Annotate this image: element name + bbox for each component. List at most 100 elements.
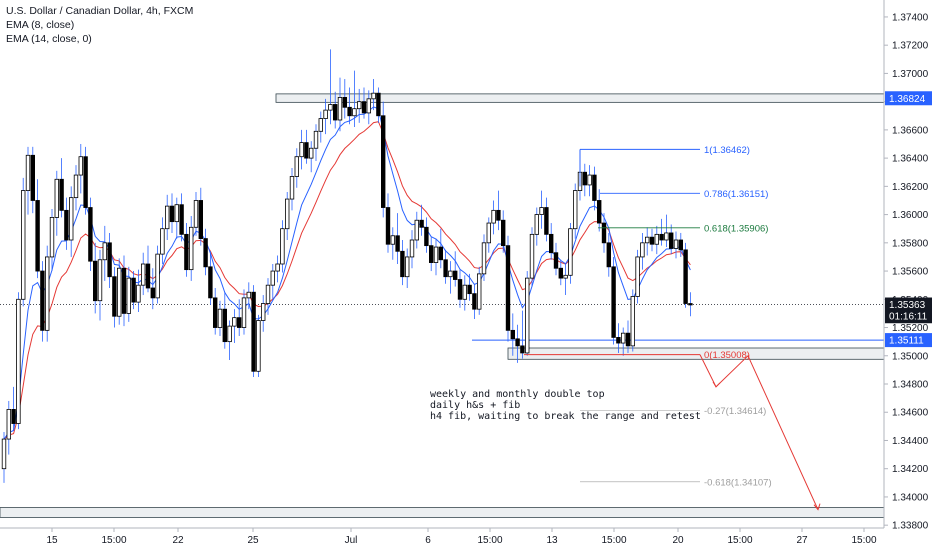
candle-body [145, 263, 151, 289]
candle-body [102, 242, 107, 261]
price-tick-label: 1.33800 [892, 521, 929, 532]
candle-body [688, 303, 693, 306]
time-tick-label: 15 [46, 535, 58, 546]
candle-body [443, 259, 448, 278]
candle-body [395, 235, 400, 252]
candle-body [414, 219, 419, 241]
time-tick-label: 15:00 [477, 535, 502, 546]
candle-body [236, 317, 242, 328]
candle-body [332, 104, 338, 121]
projection-arrowhead-end [813, 503, 821, 511]
candle-body [174, 204, 179, 223]
candle-body [256, 320, 261, 372]
candle-body [563, 274, 568, 279]
candle-body [457, 279, 463, 300]
candle-body [544, 207, 549, 235]
price-tick-label: 1.35000 [892, 351, 929, 362]
candle-body [121, 267, 127, 314]
time-axis[interactable]: 15 15:00 22 25 Jul 6 15:00 13 15:00 20 15:00 27 15:0… [0, 527, 884, 546]
candle-body [131, 277, 136, 303]
candle-body [284, 198, 290, 230]
candle-body [549, 233, 554, 254]
fib-level-label: 1(1.36462) [704, 145, 750, 156]
candle-body [35, 200, 40, 272]
candle-body [164, 205, 170, 230]
candle-body [227, 325, 232, 343]
candle-body [534, 214, 539, 235]
price-tag-label: 1.35111 [889, 336, 924, 347]
candle-body [212, 297, 218, 328]
fib-level-label: -0.618(1.34107) [704, 477, 772, 488]
candle-body [592, 174, 597, 201]
bottom-zone [0, 507, 885, 518]
candle-body [160, 228, 165, 255]
candle-body [510, 329, 515, 340]
candle-body [1, 438, 7, 470]
fib-level-label: -0.27(1.34614) [704, 406, 766, 417]
price-tick-label: 1.37000 [892, 69, 929, 80]
ema-layer [3, 106, 691, 440]
price-tick-label: 1.34800 [892, 380, 929, 391]
price-tag [885, 297, 932, 312]
candle-body [472, 293, 477, 310]
candle-body [525, 277, 530, 354]
candle-body [188, 226, 194, 271]
candle-body [150, 287, 155, 299]
candle-body [88, 207, 93, 262]
candle-body [20, 190, 26, 300]
price-tick-label: 1.37400 [892, 12, 929, 23]
price-axis[interactable]: 1.374001.372001.370001.368001.366001.364… [883, 0, 932, 550]
price-tick-label: 1.36000 [892, 210, 929, 221]
legend-ema-fast: EMA (8, close) [6, 19, 75, 31]
support-zone [507, 347, 885, 360]
candle-body [625, 332, 631, 347]
candle-body [193, 200, 199, 228]
time-tick-label: Jul [345, 535, 358, 546]
candle-body [400, 250, 405, 278]
candle-body [606, 242, 611, 268]
candle-body [476, 273, 482, 310]
price-tag-label: 1.36824 [889, 94, 926, 105]
candle-body [16, 298, 21, 424]
candle-body [568, 228, 573, 276]
candle-body [573, 190, 578, 230]
candle-body [505, 245, 511, 331]
candle-body [54, 178, 59, 218]
candle-body [673, 239, 679, 249]
fib-level-label: 0(1.35008) [704, 350, 750, 361]
candle-body [49, 217, 55, 258]
candle-body [112, 276, 117, 317]
candle-body [539, 207, 544, 215]
candle-body [409, 239, 415, 258]
fib-level-label: 0.786(1.36151) [704, 189, 768, 200]
candle-body [640, 242, 645, 258]
time-tick-label: 15:00 [601, 535, 626, 546]
candle-body [520, 345, 525, 354]
candle-body [198, 200, 203, 239]
time-tick-label: 15:00 [851, 535, 876, 546]
candle-body [462, 284, 467, 300]
candle-body [529, 233, 535, 279]
candle-body [428, 245, 434, 263]
candle-body [232, 317, 237, 327]
candle-body [366, 98, 371, 114]
fib-level-label: 0.618(1.35906) [704, 223, 768, 234]
price-tick-label: 1.36200 [892, 182, 929, 193]
candle-body [582, 171, 587, 186]
candle-body [11, 409, 16, 424]
projection-path [699, 354, 819, 510]
candle-body [30, 154, 35, 201]
candle-body [621, 332, 626, 344]
chart-legend: U.S. Dollar / Canadian Dollar, 4h, FXCM … [6, 4, 193, 46]
price-tick-label: 1.34400 [892, 436, 929, 447]
candle-body [649, 236, 655, 245]
price-tick-label: 1.34200 [892, 464, 929, 475]
candle-body [486, 222, 491, 244]
legend-symbol: U.S. Dollar / Canadian Dollar, 4h, FXCM [6, 5, 194, 17]
candle-body [270, 270, 275, 286]
candle-body [184, 233, 189, 271]
candle-body [404, 256, 410, 278]
candle-body [25, 154, 31, 191]
